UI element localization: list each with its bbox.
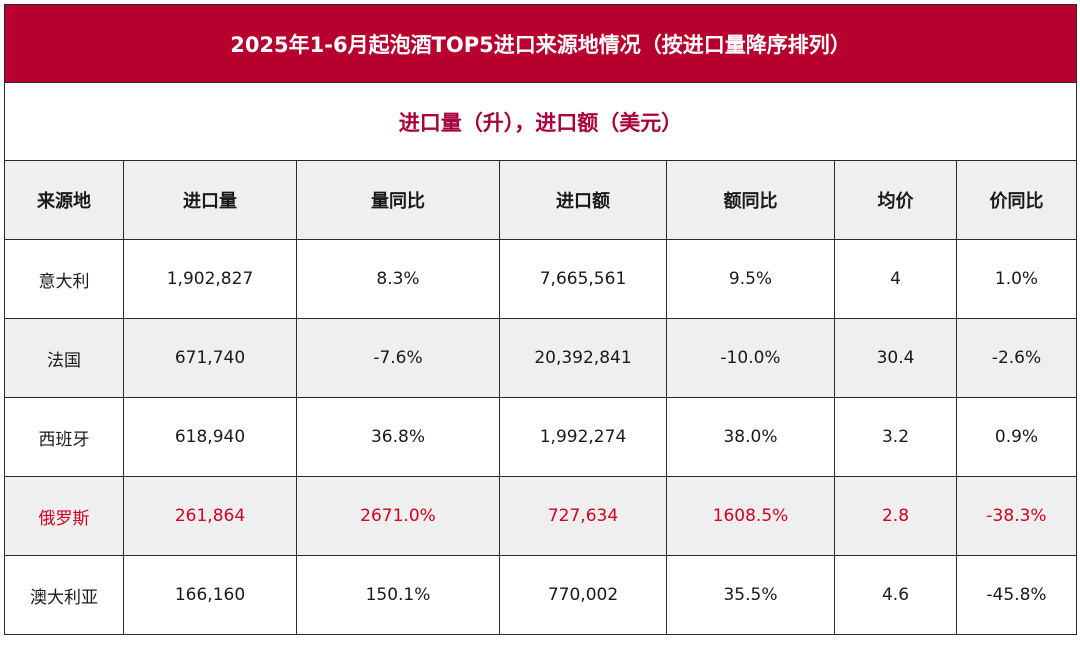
cell-origin: 澳大利亚 — [4, 555, 124, 635]
cell-import-value: 7,665,561 — [499, 239, 667, 319]
cell-import-value: 20,392,841 — [499, 318, 667, 398]
cell-value-yoy: 38.0% — [666, 397, 835, 477]
cell-price-yoy: -45.8% — [956, 555, 1077, 635]
cell-avg-price: 2.8 — [834, 476, 957, 556]
table-row: 澳大利亚 166,160 150.1% 770,002 35.5% 4.6 -4… — [4, 555, 1077, 635]
header-row: 来源地 进口量 量同比 进口额 额同比 均价 价同比 — [4, 160, 1077, 240]
cell-origin: 俄罗斯 — [4, 476, 124, 556]
table-row: 西班牙 618,940 36.8% 1,992,274 38.0% 3.2 0.… — [4, 397, 1077, 477]
cell-import-value: 1,992,274 — [499, 397, 667, 477]
import-table-container: 2025年1-6月起泡酒TOP5进口来源地情况（按进口量降序排列） 进口量（升）… — [4, 4, 1077, 643]
cell-value-yoy: 9.5% — [666, 239, 835, 319]
header-import-value: 进口额 — [499, 160, 667, 240]
cell-volume-yoy: 36.8% — [296, 397, 500, 477]
cell-avg-price: 30.4 — [834, 318, 957, 398]
cell-value-yoy: 1608.5% — [666, 476, 835, 556]
cell-avg-price: 3.2 — [834, 397, 957, 477]
header-value-yoy: 额同比 — [666, 160, 835, 240]
table-row: 意大利 1,902,827 8.3% 7,665,561 9.5% 4 1.0% — [4, 239, 1077, 319]
table-row-highlighted: 俄罗斯 261,864 2671.0% 727,634 1608.5% 2.8 … — [4, 476, 1077, 556]
cell-price-yoy: 1.0% — [956, 239, 1077, 319]
cell-import-volume: 166,160 — [123, 555, 297, 635]
cell-origin: 法国 — [4, 318, 124, 398]
header-avg-price: 均价 — [834, 160, 957, 240]
table-row: 法国 671,740 -7.6% 20,392,841 -10.0% 30.4 … — [4, 318, 1077, 398]
cell-import-value: 770,002 — [499, 555, 667, 635]
table-subtitle: 进口量（升），进口额（美元） — [4, 82, 1077, 161]
header-import-volume: 进口量 — [123, 160, 297, 240]
cell-avg-price: 4.6 — [834, 555, 957, 635]
title-row: 2025年1-6月起泡酒TOP5进口来源地情况（按进口量降序排列） — [4, 4, 1077, 83]
cell-origin: 意大利 — [4, 239, 124, 319]
cell-import-volume: 671,740 — [123, 318, 297, 398]
header-volume-yoy: 量同比 — [296, 160, 500, 240]
cell-import-volume: 618,940 — [123, 397, 297, 477]
subtitle-row: 进口量（升），进口额（美元） — [4, 82, 1077, 161]
cell-import-volume: 1,902,827 — [123, 239, 297, 319]
cell-price-yoy: -38.3% — [956, 476, 1077, 556]
cell-avg-price: 4 — [834, 239, 957, 319]
cell-volume-yoy: 8.3% — [296, 239, 500, 319]
cell-value-yoy: -10.0% — [666, 318, 835, 398]
cell-price-yoy: 0.9% — [956, 397, 1077, 477]
cell-origin: 西班牙 — [4, 397, 124, 477]
cell-import-value: 727,634 — [499, 476, 667, 556]
cell-volume-yoy: -7.6% — [296, 318, 500, 398]
cell-price-yoy: -2.6% — [956, 318, 1077, 398]
cell-volume-yoy: 150.1% — [296, 555, 500, 635]
cell-import-volume: 261,864 — [123, 476, 297, 556]
table-title: 2025年1-6月起泡酒TOP5进口来源地情况（按进口量降序排列） — [4, 4, 1077, 83]
header-price-yoy: 价同比 — [956, 160, 1077, 240]
sparkling-wine-import-table: 2025年1-6月起泡酒TOP5进口来源地情况（按进口量降序排列） 进口量（升）… — [4, 4, 1077, 635]
cell-value-yoy: 35.5% — [666, 555, 835, 635]
header-origin: 来源地 — [4, 160, 124, 240]
cell-volume-yoy: 2671.0% — [296, 476, 500, 556]
